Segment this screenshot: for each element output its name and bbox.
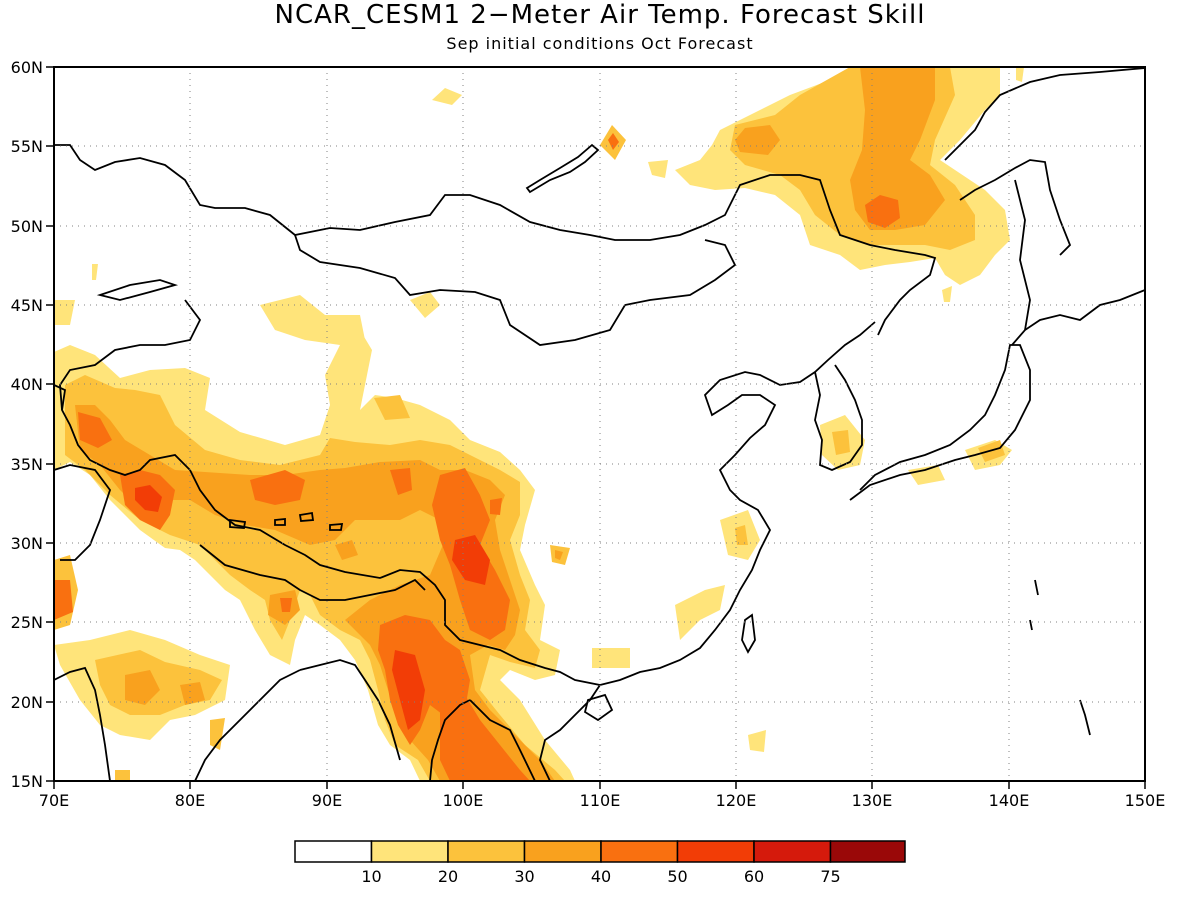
map-title: NCAR_CESM1 2−Meter Air Temp. Forecast Sk… (274, 0, 926, 30)
lat-label: 45N (11, 296, 43, 315)
skill-region-northeast-peak (865, 195, 900, 228)
lon-label: 100E (443, 791, 484, 810)
lat-label: 55N (11, 137, 43, 156)
skill-shading (54, 67, 1024, 781)
colorbar-label: 30 (514, 867, 534, 886)
colorbar-swatch (370, 840, 449, 863)
skill-region-northeast-inner (850, 67, 945, 230)
map-subtitle: Sep initial conditions Oct Forecast (446, 34, 754, 53)
grid-lines (54, 67, 1145, 781)
lat-label: 25N (11, 613, 43, 632)
lat-label: 15N (11, 772, 43, 791)
lat-label: 40N (11, 375, 43, 394)
lon-label: 80E (175, 791, 205, 810)
lon-label: 150E (1125, 791, 1166, 810)
lat-label: 50N (11, 217, 43, 236)
latitude-labels: 15N 20N 25N 30N 35N 40N 45N 50N 55N 60N (11, 58, 43, 791)
lat-label: 60N (11, 58, 43, 77)
colorbar-label: 75 (820, 867, 840, 886)
colorbar-swatch (294, 840, 373, 863)
longitude-labels: 70E 80E 90E 100E 110E 120E 130E 140E 150… (39, 791, 1166, 810)
colorbar-label: 50 (667, 867, 687, 886)
colorbar-label: 40 (591, 867, 611, 886)
colorbar-label: 60 (744, 867, 764, 886)
colorbar-swatch (753, 840, 832, 863)
lon-label: 90E (312, 791, 342, 810)
lon-label: 140E (989, 791, 1030, 810)
lon-label: 70E (39, 791, 69, 810)
colorbar-label: 20 (438, 867, 458, 886)
colorbar-swatch (676, 840, 755, 863)
lon-label: 120E (716, 791, 757, 810)
colorbar: 10 20 30 40 50 60 75 (294, 840, 906, 886)
lat-label: 35N (11, 455, 43, 474)
lat-label: 30N (11, 534, 43, 553)
colorbar-label: 10 (361, 867, 381, 886)
colorbar-swatch (447, 840, 526, 863)
colorbar-swatch (829, 840, 906, 863)
lon-label: 130E (852, 791, 893, 810)
colorbar-swatch (523, 840, 602, 863)
colorbar-swatch (600, 840, 679, 863)
lon-label: 110E (580, 791, 621, 810)
coastlines-borders (54, 67, 1145, 781)
axis-ticks (46, 66, 1146, 789)
lat-label: 20N (11, 693, 43, 712)
